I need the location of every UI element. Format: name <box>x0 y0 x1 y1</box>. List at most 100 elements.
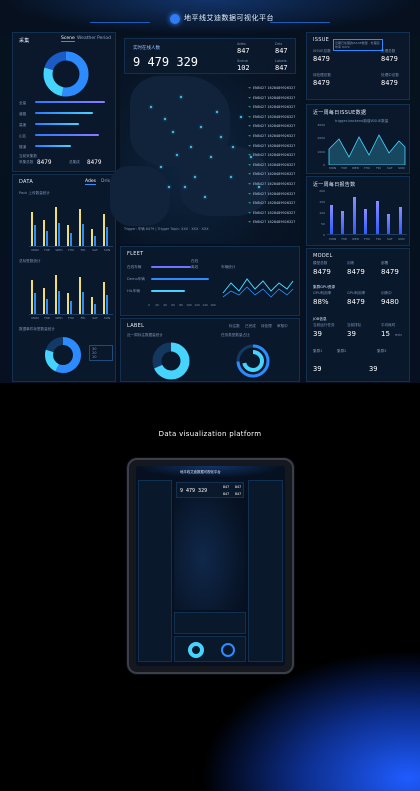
cluster-label-1: 集群2 <box>337 349 347 353</box>
issue-week-area-chart <box>328 134 406 165</box>
x-tick-label: SAT <box>387 166 393 170</box>
issue-panel: ISSUE 近期已处理的ISSUE数量 · 处理完毕率 8479 ISSUE总数… <box>306 32 410 100</box>
x-tick-label: 160 <box>210 303 216 307</box>
bar <box>81 224 84 246</box>
integration-total-label: 总集成 <box>69 160 80 164</box>
event-label-legend: 30 20 10 <box>89 345 113 361</box>
arrow-right-icon: ➜ <box>248 162 251 167</box>
arrow-right-icon: ➜ <box>248 153 251 158</box>
label-panel-title: LABEL <box>127 323 145 329</box>
x-tick-label: MON <box>329 237 337 241</box>
x-tick-label: 80 <box>179 303 183 307</box>
issue-label-3: 处理中总数 <box>381 73 399 77</box>
feed-row: ➜ ENB427 1628489926327 <box>248 105 295 109</box>
model-stat-2: 部署 8479 <box>381 261 399 276</box>
x-tick-label: WED <box>55 248 63 252</box>
bar <box>103 281 105 314</box>
issue-label-2: 待处理总数 <box>313 73 331 77</box>
feed-row: ➜ ENB427 1628489926327 <box>248 124 295 128</box>
feed-row-text: ENB427 1628489926327 <box>252 182 296 186</box>
issue-week-title: 近一周每日ISSUE数据 <box>313 110 367 116</box>
tablet-ring-chart <box>221 643 235 657</box>
tablet-map-view <box>174 480 246 610</box>
collection-panel: 采集 Scene Weather Period 全量 道路 高速 山区 隧道 当… <box>12 32 116 172</box>
x-tick-label: MON <box>329 166 337 170</box>
map-dot-marker <box>230 176 232 178</box>
x-tick-label: TUE <box>341 166 348 170</box>
online-users-value: 9 479 329 <box>133 55 199 69</box>
map-dot-marker <box>220 136 222 138</box>
feed-row: ➜ ENB427 1628489926327 <box>248 144 295 148</box>
issue-week-panel: 近一周每日ISSUE数据 trigger-backend新增ISSUE数量 30… <box>306 104 410 174</box>
arrow-right-icon: ➜ <box>248 172 251 177</box>
issue-week-y-axis: 3000 2000 1000 0 <box>311 123 325 167</box>
x-tick-label: 100 <box>186 303 192 307</box>
x-tick-label: WED <box>55 316 63 320</box>
feed-row: ➜ ENB427 1628489926327 <box>248 182 295 186</box>
issue-label-1: 处理总数 <box>381 49 396 53</box>
fleet-line-chart <box>222 278 294 298</box>
tab-scene[interactable]: Scene <box>61 36 75 42</box>
x-tick-label: THU <box>363 237 371 241</box>
fleet-row-label-2: HIL车辆 <box>127 289 140 293</box>
label-count-donut-chart <box>152 342 190 380</box>
job-unit: min <box>395 333 402 337</box>
task-type-ring-chart <box>236 344 270 378</box>
bar <box>46 230 48 246</box>
x-tick-label: FRI <box>376 237 381 241</box>
x-tick-label: SUN <box>103 316 111 320</box>
feed-row-text: ENB427 1628489926327 <box>252 134 296 138</box>
tablet-stat-3: 847 <box>235 492 242 496</box>
model-panel-title: MODEL <box>313 253 333 259</box>
bar <box>34 225 36 246</box>
bar <box>78 209 81 246</box>
bar <box>67 224 69 246</box>
job-stat-2: 平均耗时 15 <box>381 323 396 338</box>
feed-row: ➜ ENB427 1628489926327 <box>248 134 295 138</box>
job-section-title: JOB信息 <box>313 317 327 321</box>
tab-ades[interactable]: Ades <box>85 179 96 185</box>
label-panel: LABEL 近一周标注数据量统计 标注数 已完成 待处理 审核中 任务类型数量占… <box>120 318 300 382</box>
arrow-right-icon: ➜ <box>248 220 251 225</box>
y-tick-label: 150 <box>319 200 325 204</box>
cluster-value-0: 39 <box>313 365 322 373</box>
tab-period[interactable]: Period <box>97 36 112 41</box>
bar <box>57 290 60 314</box>
tablet-stat-2: 847 <box>223 492 230 496</box>
fleet-panel: FLEET 在线车辆 Demo车辆 HIL车辆 0 20 40 60 80 100 120 1… <box>120 246 300 316</box>
category-bar-0 <box>35 101 105 103</box>
feed-row: ➜ ENB427 1628489926327 <box>248 220 295 224</box>
map-dot-marker <box>232 146 234 148</box>
bar <box>70 301 72 314</box>
label-legend-1: 已完成 <box>245 324 256 328</box>
y-tick-label: 0 <box>323 163 325 167</box>
tab-drls[interactable]: Drls <box>101 179 110 184</box>
collection-total-value: 8479 <box>37 159 52 166</box>
bar <box>42 220 45 246</box>
arrow-right-icon: ➜ <box>248 182 251 186</box>
model-stat-0: 模型总数 8479 <box>313 261 331 276</box>
tablet-online-value: 9 479 329 <box>180 488 208 494</box>
map-dot-marker <box>176 154 178 156</box>
bar <box>387 213 391 234</box>
dashboard-screenshot: 地平线艾迪数据可视化平台 采集 Scene Weather Period 全量 … <box>0 0 420 383</box>
fleet-row-bar-2 <box>151 290 185 292</box>
label-panel-subtitle: 近一周标注数据量统计 <box>127 333 163 337</box>
bar <box>54 207 57 246</box>
issue-week-legend: trigger-backend新增ISSUE数量 <box>335 119 389 123</box>
title-decoration-right <box>270 22 330 23</box>
y-tick-label: 2000 <box>317 136 325 141</box>
tablet-label-panel <box>174 636 246 662</box>
app-title: 地平线艾迪数据可视化平台 <box>184 14 274 22</box>
x-tick-label: WED <box>351 237 360 241</box>
map-dot-marker <box>150 106 152 108</box>
fleet-x-axis: 0 20 40 60 80 100 120 140 160 <box>148 303 216 309</box>
feed-row-text: ENB427 1628489926327 <box>252 95 296 100</box>
bar <box>34 293 36 314</box>
feed-row-text: ENB427 1628489926327 <box>252 172 296 177</box>
x-tick-label: 40 <box>163 303 167 307</box>
feed-row: ➜ ENB427 1628489926327 <box>248 211 295 215</box>
tab-weather[interactable]: Weather <box>77 36 96 41</box>
model-stat-1: 训练 8479 <box>347 261 365 276</box>
